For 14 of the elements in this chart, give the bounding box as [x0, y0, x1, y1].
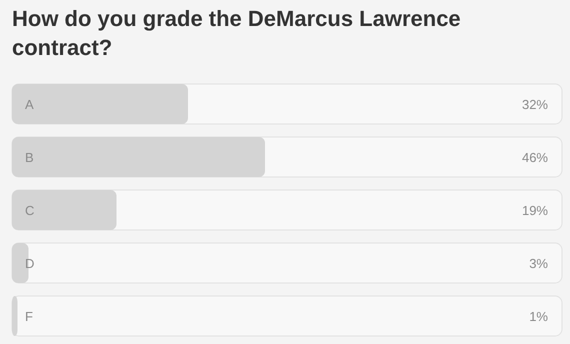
- bar: [12, 190, 116, 230]
- data-label: 1%: [529, 309, 548, 324]
- data-label: 46%: [522, 150, 548, 165]
- y-tick-label: D: [25, 256, 34, 271]
- y-tick-label: F: [25, 309, 33, 324]
- bar: [12, 84, 188, 124]
- chart-title: How do you grade the DeMarcus Lawrence contract?: [12, 6, 461, 60]
- bar: [12, 296, 18, 336]
- data-label: 32%: [522, 97, 548, 112]
- y-tick-label: C: [25, 203, 34, 218]
- data-label: 3%: [529, 256, 548, 271]
- y-tick-label: B: [25, 150, 34, 165]
- data-label: 19%: [522, 203, 548, 218]
- y-tick-label: A: [25, 97, 34, 112]
